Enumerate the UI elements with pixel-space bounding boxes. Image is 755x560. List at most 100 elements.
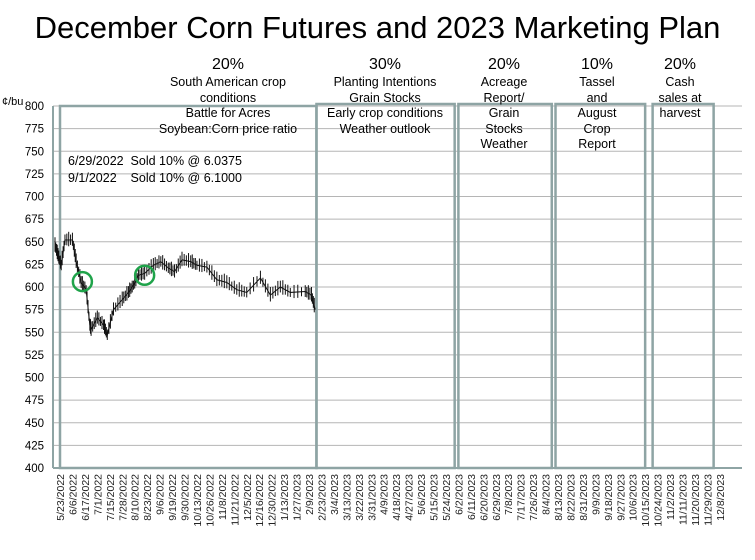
x-tick-label: 7/26/2023 (528, 474, 540, 521)
x-tick-label: 8/13/2023 (553, 474, 565, 521)
period-annotation: 20% Cash sales at harvest (610, 55, 750, 122)
x-tick-label: 12/30/2022 (267, 474, 279, 527)
period-text: Grain (488, 106, 520, 120)
period-text: harvest (659, 106, 701, 120)
x-tick-label: 3/13/2023 (341, 474, 353, 521)
x-tick-label: 8/4/2023 (541, 474, 553, 515)
x-tick-label: 9/6/2022 (155, 474, 167, 515)
sale-annotation-2: 9/1/2022 Sold 10% @ 6.1000 (68, 171, 242, 185)
x-tick-label: 1/13/2023 (279, 474, 291, 521)
period-percent: 20% (211, 56, 245, 73)
y-tick-label: 400 (25, 463, 44, 475)
x-tick-label: 9/9/2023 (590, 474, 602, 515)
x-tick-label: 7/28/2022 (117, 474, 129, 521)
x-tick-label: 5/24/2023 (441, 474, 453, 521)
y-tick-label: 775 (25, 124, 44, 136)
y-tick-label: 525 (25, 350, 44, 362)
x-tick-label: 11/29/2023 (702, 474, 714, 526)
y-tick-label: 550 (25, 327, 44, 339)
period-text: and (586, 90, 608, 105)
x-tick-label: 7/1/2022 (92, 474, 104, 515)
period-percent: 30% (368, 56, 402, 73)
x-tick-label: 1/27/2023 (292, 474, 304, 521)
period-text: Report (578, 137, 616, 151)
x-tick-label: 8/23/2022 (142, 474, 154, 521)
x-tick-label: 8/31/2023 (578, 474, 590, 521)
x-tick-label: 8/22/2023 (565, 474, 577, 521)
x-tick-label: 5/23/2022 (55, 474, 67, 521)
x-tick-label: 5/6/2023 (416, 474, 428, 515)
x-tick-label: 11/20/2023 (690, 474, 702, 526)
y-tick-label: 750 (25, 146, 44, 158)
period-percent: 20% (487, 56, 521, 73)
y-tick-label: 625 (25, 259, 44, 271)
y-tick-label: 425 (25, 440, 44, 452)
chart-title: December Corn Futures and 2023 Marketing… (34, 10, 721, 45)
sale-marker-circle (133, 264, 156, 286)
y-tick-label: 675 (25, 214, 44, 226)
sale-annotation-1: 6/29/2022 Sold 10% @ 6.0375 (68, 154, 242, 168)
period-annotation: 10% Tassel and August Crop Report (527, 55, 667, 153)
x-tick-label: 11/8/2022 (217, 474, 229, 520)
x-tick-label: 6/20/2023 (478, 474, 490, 521)
period-text: Report/ (483, 90, 525, 105)
period-text: South American crop (169, 75, 287, 89)
x-tick-label: 10/13/2022 (192, 474, 204, 527)
period-box (315, 102, 456, 470)
x-tick-label: 6/11/2023 (466, 474, 478, 520)
x-tick-label: 7/8/2023 (503, 474, 515, 515)
x-tick-label: 6/29/2023 (491, 474, 503, 521)
y-tick-label: 575 (25, 305, 44, 317)
period-percent: 20% (663, 56, 697, 73)
y-tick-label: 650 (25, 237, 44, 249)
x-tick-label: 12/8/2023 (715, 474, 727, 521)
x-tick-label: 6/6/2022 (67, 474, 79, 515)
period-box (457, 102, 554, 470)
x-tick-label: 10/6/2023 (628, 474, 640, 521)
y-tick-label: 600 (25, 282, 44, 294)
period-annotation: 30% Planting Intentions Grain Stocks Early … (315, 55, 455, 137)
period-text: Battle for Acres (185, 106, 271, 120)
period-text: sales at (658, 90, 702, 105)
y-tick-label: 700 (25, 192, 44, 204)
period-text: Stocks (485, 121, 523, 136)
x-tick-label: 5/15/2023 (429, 474, 441, 521)
x-tick-label: 10/15/2023 (640, 474, 652, 527)
period-text: Weather (480, 137, 528, 151)
x-tick-label: 3/4/2023 (329, 474, 341, 515)
x-tick-label: 9/27/2023 (615, 474, 627, 521)
x-tick-label: 10/24/2023 (653, 474, 665, 527)
x-tick-label: 11/2/2023 (665, 474, 677, 520)
x-tick-label: 4/27/2023 (404, 474, 416, 521)
x-tick-label: 3/31/2023 (366, 474, 378, 521)
x-tick-label: 11/21/2022 (229, 474, 241, 526)
y-tick-label: 725 (25, 169, 44, 181)
x-tick-label: 9/30/2022 (180, 474, 192, 521)
period-text: Soybean:Corn price ratio (158, 121, 298, 136)
period-text: Planting Intentions (333, 75, 437, 89)
x-tick-label: 2/9/2023 (304, 474, 316, 515)
period-text: Tassel (579, 75, 615, 89)
x-tick-label: 10/26/2022 (204, 474, 216, 527)
x-tick-label: 4/18/2023 (391, 474, 403, 521)
x-tick-label: 2/23/2023 (316, 474, 328, 521)
period-annotation: 20% Acreage Report/Grain Stocks Weather (434, 55, 574, 153)
x-tick-label: 12/16/2022 (254, 474, 266, 527)
x-tick-label: 11/11/2023 (678, 474, 690, 525)
period-text: August (577, 106, 617, 120)
y-tick-label: 500 (25, 373, 44, 385)
period-box (651, 102, 715, 470)
x-tick-label: 6/17/2022 (80, 474, 92, 521)
period-box (554, 102, 647, 470)
period-annotation: 20% South American crop conditions Battle f… (158, 55, 298, 137)
period-text: Crop (583, 121, 611, 136)
y-tick-label: 450 (25, 418, 44, 430)
period-text: Weather outlook (339, 121, 431, 136)
x-tick-label: 7/17/2023 (516, 474, 528, 521)
x-tick-label: 7/15/2022 (105, 474, 117, 521)
price-line (54, 239, 316, 337)
x-tick-label: 3/22/2023 (354, 474, 366, 521)
x-tick-label: 8/10/2022 (130, 474, 142, 521)
period-text: Acreage (480, 75, 528, 89)
